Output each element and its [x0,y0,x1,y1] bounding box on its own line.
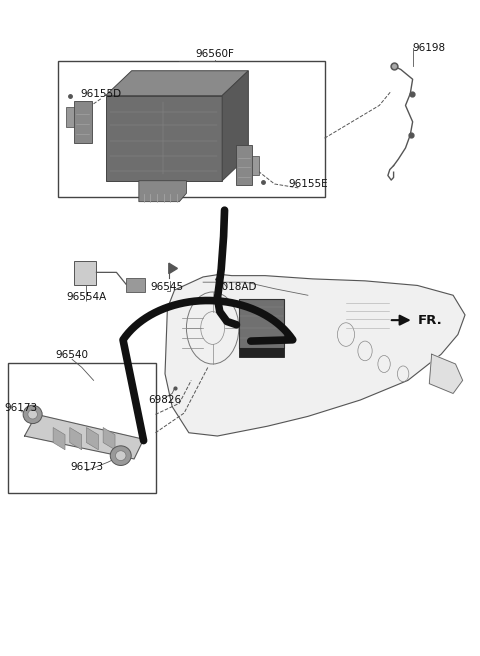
Bar [239,348,284,358]
Text: 96173: 96173 [5,403,38,413]
Bar [58,61,324,197]
Polygon shape [165,274,465,436]
Text: 96173: 96173 [70,462,103,472]
Text: 96198: 96198 [413,43,446,54]
Ellipse shape [23,405,42,424]
Bar [239,298,284,348]
Polygon shape [86,428,98,450]
Polygon shape [73,101,92,144]
Text: 96545: 96545 [151,283,184,293]
Polygon shape [252,156,259,175]
Polygon shape [24,415,144,459]
Text: 1018AD: 1018AD [216,283,257,293]
Text: 96560F: 96560F [195,49,234,60]
Polygon shape [53,428,65,450]
Text: FR.: FR. [418,314,442,327]
Bar [126,277,145,292]
Polygon shape [70,428,82,450]
Polygon shape [103,428,115,450]
Polygon shape [66,108,73,127]
Polygon shape [429,354,463,394]
Bar [73,260,96,285]
Text: 69826: 69826 [148,395,181,405]
Polygon shape [237,145,252,185]
Polygon shape [106,71,248,96]
Polygon shape [139,180,186,201]
Ellipse shape [28,410,37,419]
Text: 96155E: 96155E [288,179,328,189]
Bar [8,363,156,493]
Ellipse shape [116,451,126,461]
Text: 96554A: 96554A [66,291,107,302]
Polygon shape [222,71,248,180]
Text: 96155D: 96155D [80,89,121,98]
Polygon shape [106,96,222,180]
Polygon shape [169,263,178,274]
Ellipse shape [110,446,131,466]
Text: 96540: 96540 [56,350,89,361]
